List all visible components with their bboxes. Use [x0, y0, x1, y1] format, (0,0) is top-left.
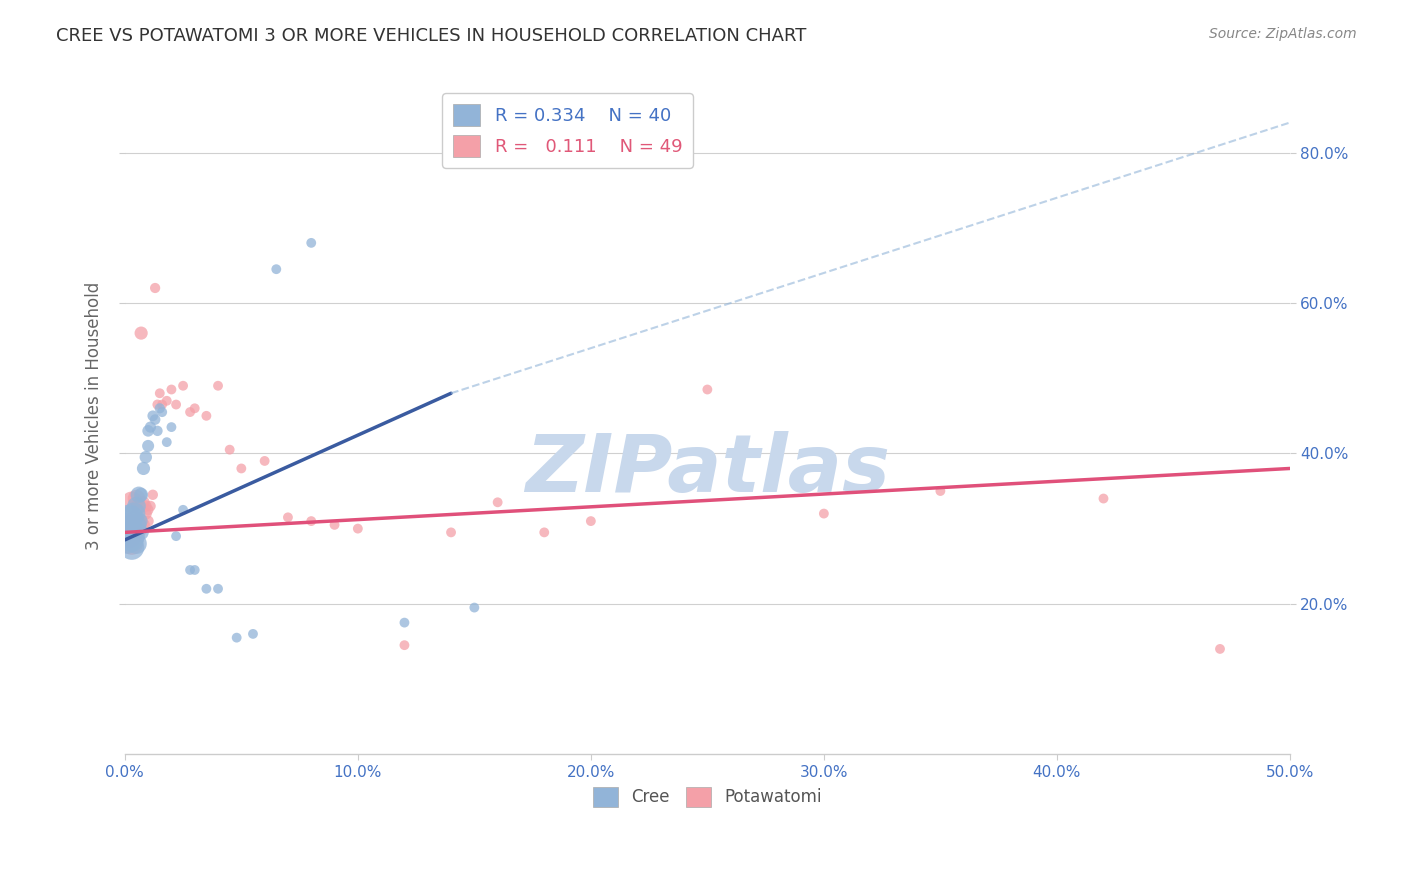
Point: [463, 600, 485, 615]
Point: [218, 442, 240, 457]
Point: [179, 405, 201, 419]
Point: [118, 529, 141, 543]
Point: [242, 627, 264, 641]
Point: [172, 503, 194, 517]
Point: [142, 409, 165, 423]
Point: [394, 615, 416, 630]
Text: CREE VS POTAWATOMI 3 OR MORE VEHICLES IN HOUSEHOLD CORRELATION CHART: CREE VS POTAWATOMI 3 OR MORE VEHICLES IN…: [56, 27, 807, 45]
Point: [128, 499, 150, 513]
Point: [136, 424, 159, 438]
Point: [142, 488, 165, 502]
Point: [121, 495, 143, 509]
Text: ZIPatlas: ZIPatlas: [524, 431, 890, 509]
Point: [165, 529, 187, 543]
Point: [207, 378, 229, 392]
Point: [172, 378, 194, 392]
Point: [184, 401, 207, 416]
Point: [323, 517, 346, 532]
Point: [125, 536, 148, 550]
Point: [253, 454, 276, 468]
Point: [347, 522, 370, 536]
Text: Source: ZipAtlas.com: Source: ZipAtlas.com: [1209, 27, 1357, 41]
Point: [165, 398, 187, 412]
Point: [122, 529, 145, 543]
Point: [579, 514, 602, 528]
Point: [160, 420, 183, 434]
Point: [146, 424, 169, 438]
Point: [533, 525, 555, 540]
Point: [156, 435, 179, 450]
Point: [122, 525, 145, 540]
Point: [299, 514, 322, 528]
Point: [184, 563, 207, 577]
Point: [486, 495, 509, 509]
Point: [207, 582, 229, 596]
Point: [135, 499, 157, 513]
Point: [299, 235, 322, 250]
Point: [128, 514, 150, 528]
Point: [125, 522, 148, 536]
Point: [1209, 642, 1232, 657]
Point: [136, 514, 159, 528]
Point: [125, 491, 148, 506]
Point: [440, 525, 463, 540]
Point: [121, 510, 143, 524]
Point: [121, 533, 143, 547]
Point: [122, 507, 145, 521]
Point: [132, 517, 155, 532]
Point: [129, 525, 152, 540]
Point: [1092, 491, 1115, 506]
Point: [136, 503, 159, 517]
Point: [118, 510, 141, 524]
Point: [121, 536, 143, 550]
Point: [143, 412, 166, 426]
Point: [139, 420, 162, 434]
Point: [179, 563, 201, 577]
Point: [195, 582, 218, 596]
Point: [160, 383, 183, 397]
Point: [225, 631, 247, 645]
Point: [118, 522, 141, 536]
Point: [121, 541, 143, 555]
Point: [125, 517, 148, 532]
Point: [122, 514, 145, 528]
Point: [125, 499, 148, 513]
Point: [156, 393, 179, 408]
Point: [149, 401, 172, 416]
Point: [231, 461, 253, 475]
Point: [129, 522, 152, 536]
Point: [115, 517, 138, 532]
Point: [128, 514, 150, 528]
Point: [128, 488, 150, 502]
Y-axis label: 3 or more Vehicles in Household: 3 or more Vehicles in Household: [86, 282, 103, 550]
Point: [150, 405, 173, 419]
Point: [139, 499, 162, 513]
Point: [266, 262, 288, 277]
Point: [929, 483, 952, 498]
Point: [135, 450, 157, 465]
Point: [146, 398, 169, 412]
Point: [129, 488, 152, 502]
Point: [195, 409, 218, 423]
Point: [115, 533, 138, 547]
Legend: Cree, Potawatomi: Cree, Potawatomi: [586, 780, 828, 814]
Point: [136, 439, 159, 453]
Point: [115, 525, 138, 540]
Point: [135, 507, 157, 521]
Point: [132, 495, 155, 509]
Point: [277, 510, 299, 524]
Point: [813, 507, 835, 521]
Point: [143, 281, 166, 295]
Point: [149, 386, 172, 401]
Point: [394, 638, 416, 652]
Point: [132, 461, 155, 475]
Point: [129, 326, 152, 340]
Point: [696, 383, 718, 397]
Point: [150, 398, 173, 412]
